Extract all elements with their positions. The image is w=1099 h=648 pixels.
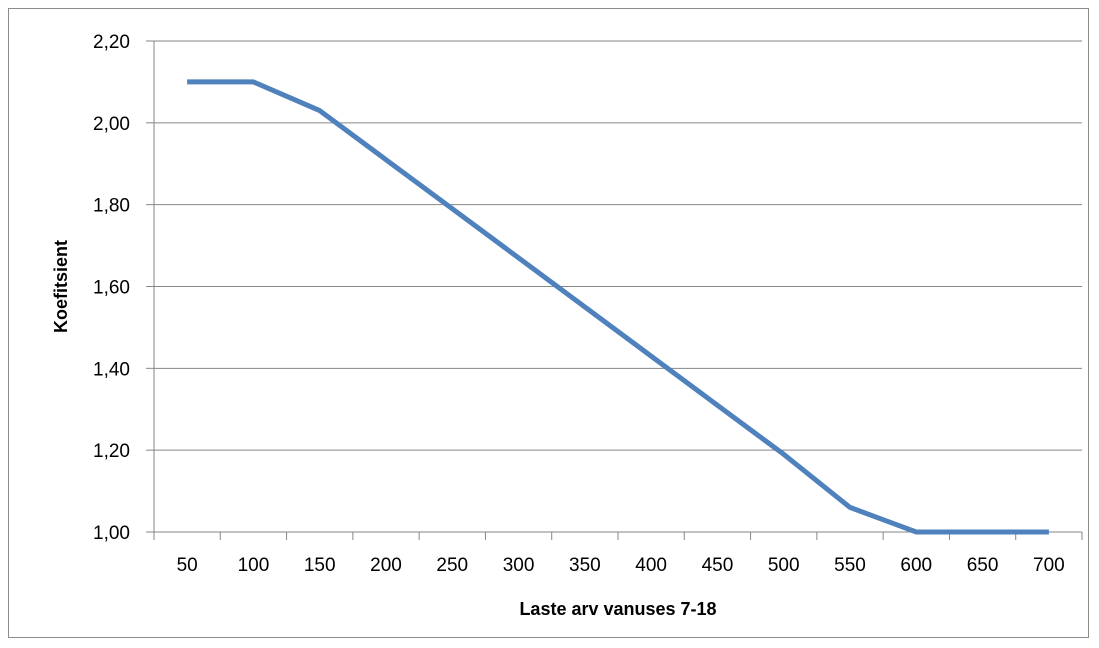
x-tick-label: 150 (304, 555, 336, 576)
x-tick-label: 300 (503, 555, 535, 576)
series-layer (187, 79, 1049, 535)
x-tick-label: 350 (569, 555, 601, 576)
x-tick-label: 400 (635, 555, 667, 576)
x-tick-label: 600 (900, 555, 932, 576)
x-tick-label: 200 (370, 555, 402, 576)
x-tick-label: 50 (177, 555, 198, 576)
y-tick-label: 1,40 (93, 359, 130, 380)
y-tick-label: 2,00 (93, 114, 130, 135)
x-tick-labels: 50 100 150 200 250 300 350 400 450 500 550 600 650 70… (177, 555, 1065, 576)
x-tick-label: 700 (1033, 555, 1065, 576)
x-tick-label: 650 (967, 555, 999, 576)
x-tick-label: 550 (834, 555, 866, 576)
x-axis-title: Laste arv vanuses 7-18 (519, 599, 716, 619)
axes (146, 40, 1083, 540)
y-tick-label: 2,20 (93, 32, 130, 53)
x-tick-label: 250 (436, 555, 468, 576)
gridlines (154, 40, 1082, 451)
y-tick-labels: 1,00 1,20 1,40 1,60 1,80 2,00 2,20 (93, 32, 130, 544)
x-tick-label: 450 (702, 555, 734, 576)
y-tick-label: 1,60 (93, 278, 130, 299)
y-axis-title: Koefitsient (51, 240, 71, 333)
series-line (187, 79, 1049, 535)
y-tick-label: 1,00 (93, 523, 130, 544)
x-tick-label: 100 (238, 555, 270, 576)
chart-frame (8, 8, 1089, 638)
y-tick-label: 1,80 (93, 196, 130, 217)
y-tick-label: 1,20 (93, 441, 130, 462)
x-tick-label: 500 (768, 555, 800, 576)
